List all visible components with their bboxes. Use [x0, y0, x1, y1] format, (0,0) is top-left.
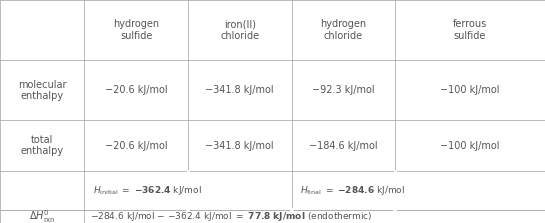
Text: $\Delta H_{\mathrm{rxn}}^{0}$: $\Delta H_{\mathrm{rxn}}^{0}$: [29, 208, 56, 223]
Text: $H_{\mathrm{initial}}$ $=$ $\mathbf{-362.4}$ kJ/mol: $H_{\mathrm{initial}}$ $=$ $\mathbf{-362…: [93, 184, 202, 197]
Text: −20.6 kJ/mol: −20.6 kJ/mol: [105, 140, 167, 151]
Text: hydrogen
chloride: hydrogen chloride: [320, 19, 366, 41]
Text: −100 kJ/mol: −100 kJ/mol: [440, 85, 500, 95]
Text: total
enthalpy: total enthalpy: [21, 135, 64, 156]
Text: −341.8 kJ/mol: −341.8 kJ/mol: [205, 140, 274, 151]
Text: −100 kJ/mol: −100 kJ/mol: [440, 140, 500, 151]
Text: −92.3 kJ/mol: −92.3 kJ/mol: [312, 85, 374, 95]
Text: hydrogen
sulfide: hydrogen sulfide: [113, 19, 159, 41]
Text: $H_{\mathrm{final}}$ $=$ $\mathbf{-284.6}$ kJ/mol: $H_{\mathrm{final}}$ $=$ $\mathbf{-284.6…: [300, 184, 405, 197]
Text: iron(II)
chloride: iron(II) chloride: [220, 19, 259, 41]
Text: −341.8 kJ/mol: −341.8 kJ/mol: [205, 85, 274, 95]
Text: −184.6 kJ/mol: −184.6 kJ/mol: [309, 140, 378, 151]
Text: molecular
enthalpy: molecular enthalpy: [18, 80, 66, 101]
Text: ferrous
sulfide: ferrous sulfide: [453, 19, 487, 41]
Text: −20.6 kJ/mol: −20.6 kJ/mol: [105, 85, 167, 95]
Text: $-284.6$ kJ/mol $-$ $-362.4$ kJ/mol $=$ $\mathbf{77.8\ kJ/mol}$ (endothermic): $-284.6$ kJ/mol $-$ $-362.4$ kJ/mol $=$ …: [90, 210, 372, 223]
